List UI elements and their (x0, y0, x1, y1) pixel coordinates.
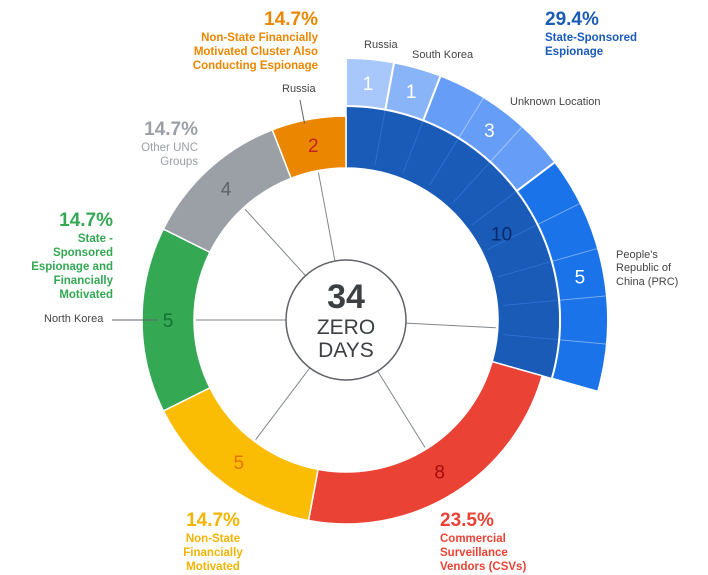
leader-line-other-unc-groups (244, 208, 306, 276)
state-espionage-desc-1: State-Sponsored (545, 32, 638, 45)
value-label-state-sponsored-espionage-and-financially-motivated: 5 (163, 311, 174, 332)
breakdown-value-south-korea: 1 (406, 82, 417, 103)
state-subdivision-line (428, 137, 460, 186)
csv-percent: 23.5% (440, 510, 494, 531)
value-label-commercial-surveillance-vendors-csvs: 8 (434, 462, 445, 483)
center-count: 34 (327, 278, 365, 316)
nsfm-percent: 14.7% (186, 510, 240, 531)
nsfm-label: 14.7% Non-State Financially Motivated (181, 509, 245, 574)
cluster-desc-1: Non-State Financially (201, 32, 318, 45)
state-subdivision-line (497, 260, 552, 278)
south-korea-label: South Korea (412, 49, 474, 61)
breakdown-subdivision-line (559, 339, 607, 345)
ssefm-desc-1: State - (77, 233, 113, 246)
csv-label: 23.5% Commercial Surveillance Vendors (C… (440, 509, 526, 574)
value-label-state-sponsored-espionage: 10 (491, 225, 512, 246)
breakdown-value-unknown-location: 3 (484, 121, 495, 142)
cluster-percent: 14.7% (264, 9, 318, 30)
ssefm-desc-2: Sponsored (52, 247, 113, 260)
north-korea-label: North Korea (44, 313, 104, 325)
ssefm-desc-5: Motivated (59, 289, 113, 302)
prc-label: People's Republic of China (PRC) (616, 249, 678, 289)
cluster-desc-2: Motivated Cluster Also (193, 46, 318, 59)
prc-label-2: Republic of (616, 262, 672, 275)
leader-lines (112, 99, 496, 448)
state-subdivision-line (487, 224, 538, 251)
nsfm-desc-3: Motivated (186, 561, 240, 574)
center-circle (285, 259, 407, 381)
nsfm-desc-2: Financially (183, 547, 243, 560)
russia-inner-label: Russia (282, 83, 316, 95)
unc-percent: 14.7% (144, 119, 198, 140)
prc-label-3: China (PRC) (616, 275, 679, 288)
state-subdivision-line (374, 109, 386, 165)
state-subdivision-line (503, 334, 560, 341)
breakdown-value-people-s-republic-of-china-prc: 5 (575, 267, 586, 288)
unc-label: 14.7% Other UNC Groups (124, 118, 198, 169)
unknown-location-label: Unknown Location (510, 96, 601, 108)
breakdown-value-russia: 1 (363, 74, 374, 95)
state-espionage-label: 29.4% State-Sponsored Espionage (545, 8, 637, 59)
center-label-days: DAYS (318, 339, 374, 362)
ssefm-percent: 14.7% (59, 210, 113, 231)
state-subdivision-line (452, 161, 491, 204)
breakdown-subdivision-line (458, 96, 485, 139)
ssefm-desc-4: Financially (53, 275, 113, 288)
donut-segments (141, 56, 609, 525)
segment-non-state-financially-motivated-cluster-also-conducting-espionage (271, 115, 347, 180)
state-espionage-percent: 29.4% (545, 9, 599, 30)
cluster-label: 14.7% Non-State Financially Motivated Cl… (168, 8, 318, 73)
unc-desc-2: Groups (160, 156, 198, 169)
unc-desc-1: Other UNC (141, 142, 198, 155)
leader-line-state-sponsored-espionage (405, 322, 496, 329)
breakdown-subdivision-line (489, 126, 523, 163)
csv-desc-1: Commercial (440, 533, 506, 546)
nsfm-desc-1: Non-State (185, 533, 241, 546)
segment-commercial-surveillance-vendors-csvs (307, 360, 544, 525)
csv-desc-3: Vendors (CSVs) (440, 561, 527, 574)
value-labels: 8 5 5 4 2 10 1 1 3 5 (163, 74, 586, 483)
russia-top-label: Russia (364, 39, 398, 51)
state-subdivision-line (503, 299, 560, 306)
ssefm-label: 14.7% State - Sponsored Espionage and Fi… (14, 209, 113, 302)
prc-label-1: People's (616, 249, 658, 261)
leader-line-commercial-surveillance-vendors-csvs (377, 370, 426, 448)
value-label-other-unc-groups: 4 (221, 179, 232, 200)
breakdown-subdivision-line (551, 247, 599, 262)
value-label-non-state-financially-motivated: 5 (233, 453, 244, 474)
value-label-non-state-financially-motivated-cluster-also-conducting-espionage: 2 (308, 136, 319, 157)
state-espionage-desc-2: Espionage (545, 46, 604, 59)
ssefm-desc-3: Espionage and (31, 261, 113, 274)
state-subdivision-line (471, 190, 518, 226)
cluster-desc-3: Conducting Espionage (192, 60, 318, 73)
leader-line-non-state-financially-motivated (255, 367, 311, 441)
breakdown-subdivision-line (559, 295, 607, 301)
center-label-zero: ZERO (317, 316, 375, 339)
breakdown-people-s-republic-of-china-prc (515, 160, 609, 393)
state-subdivision-line (402, 120, 424, 173)
breakdown-subdivision-line (537, 202, 581, 226)
russia-inner-pointer (299, 99, 306, 124)
csv-desc-2: Surveillance (440, 547, 508, 560)
leader-line-non-state-financially-motivated-cluster-also-conducting-espionage (317, 172, 336, 262)
